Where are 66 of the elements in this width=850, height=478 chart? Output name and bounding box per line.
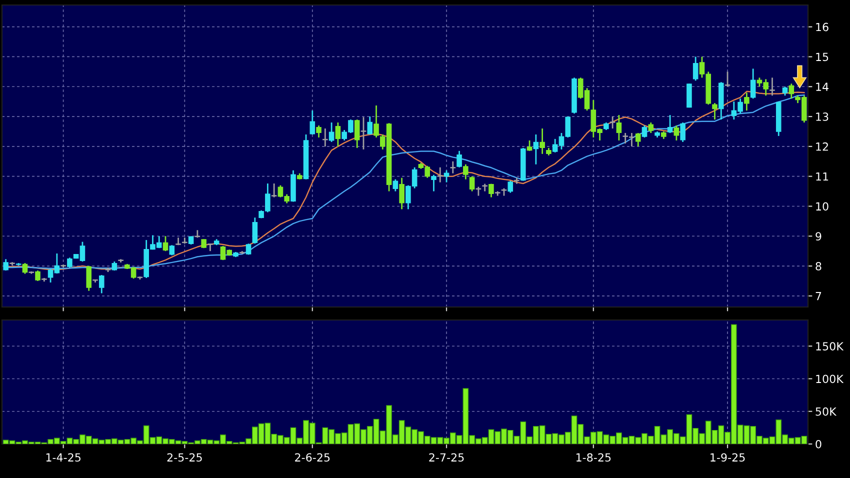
x-tick-label: 1-9-25 (710, 453, 745, 462)
y-tick-label: 150K (816, 342, 844, 350)
candlestick (35, 270, 40, 282)
y-tick-label: 14 (816, 82, 828, 91)
candlestick (469, 176, 475, 192)
candlestick (724, 70, 730, 88)
candlestick (98, 274, 104, 294)
candlestick (67, 256, 72, 268)
candlestick (750, 68, 756, 100)
y-tick-label: 0 (816, 440, 822, 448)
y-tick-label: 13 (816, 112, 828, 121)
candlestick (392, 178, 398, 192)
y-tick-label: 15 (816, 52, 828, 62)
candlestick (271, 182, 277, 198)
candlestick (744, 92, 750, 112)
candlestick (508, 180, 514, 194)
candlestick (374, 104, 379, 138)
x-tick-label: 1-8-25 (576, 453, 611, 462)
candlestick (680, 122, 686, 143)
x-tick-label: 2-5-25 (167, 453, 202, 462)
candlestick (692, 56, 698, 82)
candlestick (450, 160, 456, 174)
x-tick-label: 2-6-25 (295, 453, 330, 462)
candlestick (252, 216, 258, 244)
candlestick (367, 116, 373, 136)
x-tick-label: 2-7-25 (429, 453, 464, 462)
candlestick (463, 164, 468, 180)
candlestick (162, 235, 168, 252)
candlestick (712, 102, 718, 120)
candlestick (540, 128, 545, 155)
candlestick (169, 244, 175, 256)
candlestick (667, 114, 673, 134)
candlestick (399, 177, 404, 210)
candlestick (488, 183, 494, 198)
candlestick (354, 118, 360, 149)
candlestick (310, 110, 316, 136)
candlestick (642, 124, 648, 138)
y-tick-label: 9 (816, 232, 822, 241)
candlestick (335, 122, 341, 148)
candlestick (788, 82, 794, 100)
candlestick (316, 124, 322, 138)
candlestick (431, 174, 436, 192)
candlestick (616, 114, 622, 142)
x-tick-label: 1-4-25 (46, 453, 80, 462)
y-tick-label: 16 (816, 22, 828, 32)
candlestick (444, 170, 450, 184)
candlestick (360, 116, 366, 150)
candlestick (648, 122, 654, 134)
y-tick-label: 8 (816, 262, 822, 270)
candlestick (533, 134, 539, 166)
candlestick (526, 140, 532, 152)
y-tick-label: 12 (816, 142, 828, 151)
y-tick-label: 10 (816, 202, 828, 211)
candlestick (610, 116, 616, 130)
y-tick-label: 100K (816, 374, 844, 384)
candlestick (770, 76, 775, 96)
candlestick (86, 265, 92, 292)
y-tick-label: 11 (816, 172, 828, 181)
candlestick (674, 124, 680, 142)
candlestick (456, 150, 462, 168)
candlestick (686, 82, 692, 108)
y-tick-label: 50K (816, 407, 837, 416)
candlestick (635, 132, 641, 148)
candlestick (328, 122, 334, 143)
candlestick (22, 262, 28, 275)
y-tick-label: 7 (816, 292, 822, 300)
